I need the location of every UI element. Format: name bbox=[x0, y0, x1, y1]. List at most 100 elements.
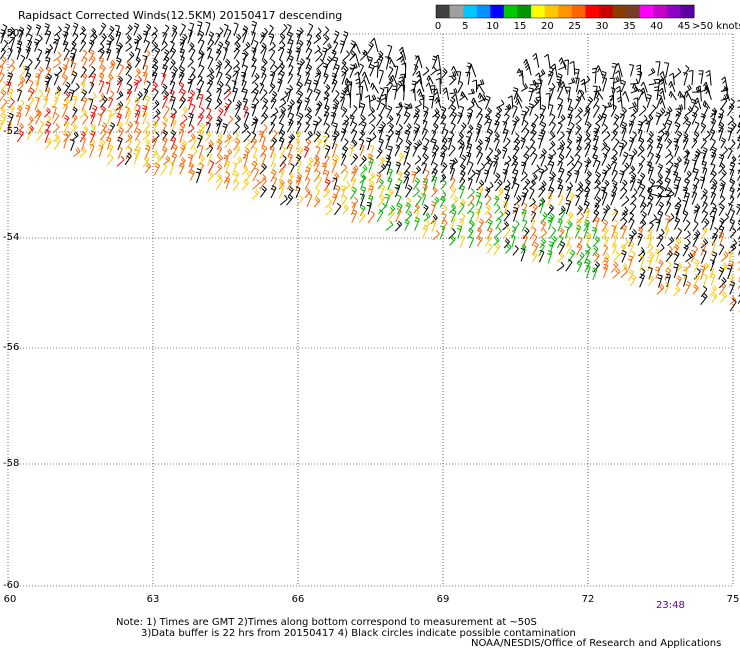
wind-barb-flag bbox=[386, 107, 391, 111]
wind-barb bbox=[394, 86, 398, 100]
wind-barb-flag bbox=[649, 114, 654, 119]
wind-barb bbox=[503, 229, 511, 239]
wind-barb-flag bbox=[529, 187, 535, 191]
wind-barb bbox=[737, 106, 740, 109]
wind-barb-flag bbox=[251, 58, 256, 62]
wind-barb bbox=[171, 155, 178, 166]
wind-barb-flag bbox=[145, 138, 151, 143]
wind-barb bbox=[16, 84, 24, 93]
wind-barb-flag bbox=[246, 41, 251, 47]
wind-barb-flag bbox=[586, 232, 592, 236]
wind-barb bbox=[25, 106, 31, 117]
wind-barb-flag bbox=[334, 30, 340, 34]
wind-barb bbox=[376, 61, 379, 78]
wind-barb-flag bbox=[551, 237, 556, 242]
wind-barb bbox=[610, 264, 619, 273]
wind-barb bbox=[387, 84, 394, 93]
wind-barb-flag bbox=[532, 53, 537, 57]
wind-barb-flag bbox=[732, 295, 737, 301]
wind-barb bbox=[486, 185, 494, 191]
wind-barb bbox=[451, 198, 459, 208]
wind-barb-flag bbox=[389, 122, 394, 127]
wind-barb bbox=[224, 136, 232, 143]
wind-barb bbox=[583, 222, 590, 232]
wind-barb-flag bbox=[675, 179, 680, 182]
wind-barb-flag bbox=[640, 246, 645, 252]
wind-barb bbox=[367, 213, 375, 224]
wind-barb-flag bbox=[557, 75, 562, 79]
wind-barb-flag bbox=[295, 47, 301, 50]
wind-barb-flag bbox=[381, 156, 386, 161]
wind-barb-flag bbox=[411, 80, 417, 83]
wind-barb bbox=[648, 167, 654, 181]
lon-label: 75 bbox=[726, 594, 740, 605]
wind-barb bbox=[296, 103, 302, 116]
wind-barb bbox=[304, 124, 310, 133]
wind-barb-flag bbox=[594, 96, 600, 100]
wind-barb-flag bbox=[683, 116, 688, 121]
wind-barb-flag bbox=[621, 126, 627, 130]
wind-barb-flag bbox=[560, 227, 565, 232]
wind-barb-flag bbox=[152, 123, 157, 126]
wind-barb-flag bbox=[189, 22, 194, 25]
wind-barb-flag bbox=[63, 133, 68, 136]
wind-barb bbox=[349, 42, 357, 53]
wind-barb bbox=[360, 104, 366, 117]
wind-barb-flag bbox=[616, 89, 621, 93]
wind-barb bbox=[476, 193, 482, 207]
wind-barb-flag bbox=[395, 133, 400, 136]
wind-barb-flag bbox=[16, 115, 21, 118]
wind-barb bbox=[567, 99, 573, 111]
wind-barb-flag bbox=[585, 186, 591, 191]
wind-barb-flag bbox=[396, 194, 402, 198]
wind-barb bbox=[305, 66, 313, 76]
wind-barb bbox=[241, 73, 247, 86]
wind-barb-flag bbox=[631, 165, 636, 170]
wind-barb-flag bbox=[334, 101, 338, 105]
wind-barb bbox=[486, 131, 494, 141]
wind-barb bbox=[639, 118, 648, 126]
wind-barb-flag bbox=[133, 153, 138, 155]
wind-barb-flag bbox=[299, 27, 304, 32]
wind-barb-flag bbox=[675, 122, 681, 126]
wind-barb-flag bbox=[666, 273, 671, 276]
wind-barb-flag bbox=[341, 127, 347, 131]
wind-barb-flag bbox=[243, 153, 248, 156]
wind-barb-flag bbox=[532, 198, 536, 203]
wind-barb-flag bbox=[372, 132, 377, 137]
wind-barb-flag bbox=[314, 154, 320, 159]
wind-barb-flag bbox=[363, 164, 368, 169]
wind-barb-flag bbox=[65, 23, 70, 27]
wind-barb bbox=[349, 116, 355, 127]
wind-barb-flag bbox=[252, 20, 257, 24]
wind-barb bbox=[684, 283, 692, 295]
wind-barb-flag bbox=[164, 55, 170, 60]
wind-barb-flag bbox=[397, 172, 402, 176]
wind-barb bbox=[387, 68, 394, 78]
wind-barb-flag bbox=[712, 183, 717, 187]
wind-barb-flag bbox=[110, 122, 116, 126]
wind-barb-flag bbox=[692, 191, 697, 194]
wind-barb-flag bbox=[661, 107, 666, 112]
wind-barb bbox=[467, 92, 475, 95]
wind-barb bbox=[314, 72, 322, 78]
wind-barb bbox=[215, 176, 222, 183]
wind-barb-flag bbox=[497, 148, 502, 153]
wind-barb-flag bbox=[705, 262, 710, 267]
wind-barb-flag bbox=[430, 204, 436, 207]
wind-barb-flag bbox=[316, 70, 320, 75]
wind-barb-flag bbox=[664, 132, 669, 137]
wind-barb bbox=[531, 116, 539, 126]
wind-barb-flag bbox=[343, 169, 349, 173]
wind-barb-flag bbox=[567, 116, 572, 119]
time-label: 23:48 bbox=[656, 600, 685, 611]
wind-barb-flag bbox=[269, 24, 274, 29]
wind-barb bbox=[54, 29, 62, 37]
wind-barb-flag bbox=[472, 100, 476, 105]
wind-barb-flag bbox=[407, 212, 411, 217]
wind-barb bbox=[511, 162, 519, 174]
wind-barb-flag bbox=[134, 120, 139, 124]
wind-barb bbox=[674, 185, 680, 198]
wind-barb bbox=[286, 197, 294, 206]
wind-barb-flag bbox=[534, 113, 539, 118]
